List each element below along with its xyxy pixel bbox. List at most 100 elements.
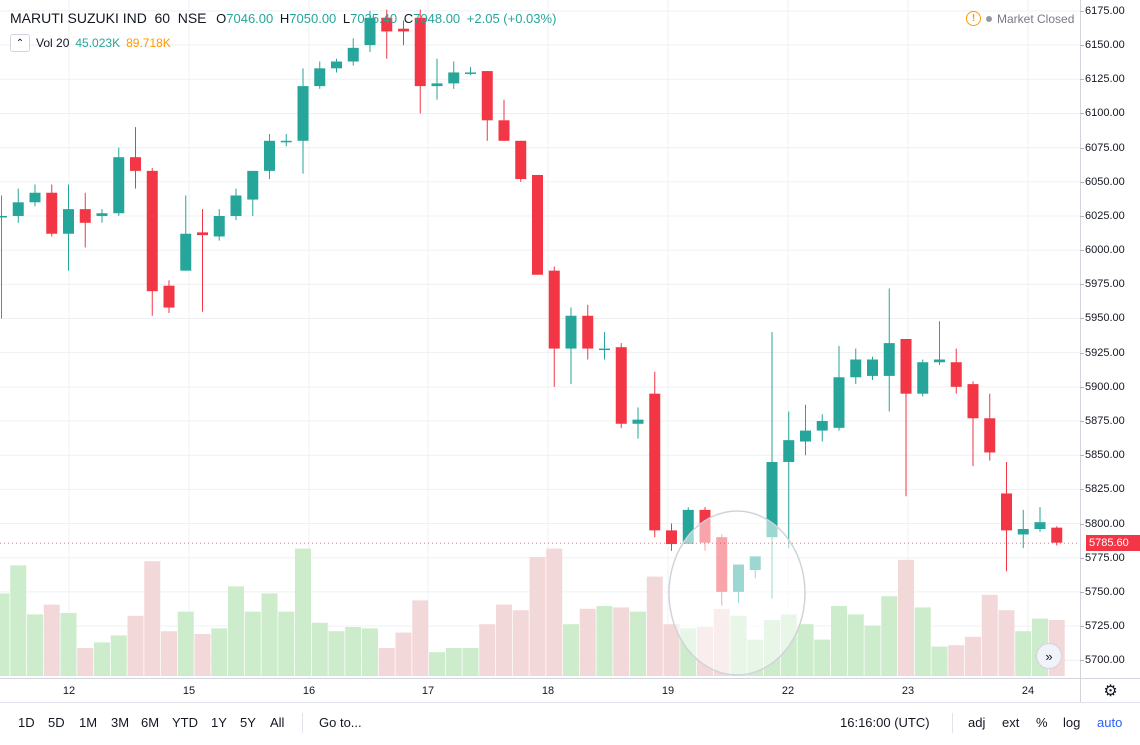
- candle-body[interactable]: [465, 72, 476, 74]
- candle-body[interactable]: [414, 17, 426, 87]
- candle-body[interactable]: [1001, 493, 1012, 531]
- candle-body[interactable]: [850, 359, 862, 378]
- candle-body[interactable]: [264, 140, 275, 171]
- volume-bar: [228, 586, 244, 676]
- candle-body[interactable]: [582, 315, 594, 349]
- candle-body[interactable]: [331, 61, 342, 69]
- market-status[interactable]: ! Market Closed: [966, 11, 1074, 26]
- candle-body[interactable]: [816, 421, 828, 431]
- candle-body[interactable]: [398, 28, 409, 32]
- candle-body[interactable]: [950, 362, 962, 387]
- time-tick-label: 24: [1021, 685, 1035, 697]
- range-3m-button[interactable]: 3M: [111, 715, 130, 730]
- time-scale[interactable]: 12 15 16 17 18 19 22 23 24: [0, 678, 1080, 702]
- candle-body[interactable]: [783, 440, 795, 463]
- candle-body[interactable]: [247, 170, 259, 200]
- range-ytd-button[interactable]: YTD: [172, 715, 198, 730]
- candle-body[interactable]: [833, 377, 845, 428]
- candle-body[interactable]: [565, 315, 577, 349]
- price-scale[interactable]: 6175.00 6150.00 6125.00 6100.00 6075.00 6050.…: [1080, 0, 1140, 678]
- chart-pane[interactable]: MARUTI SUZUKI IND 60 NSE O7046.00 H7050.…: [0, 0, 1080, 678]
- candle-body[interactable]: [79, 209, 91, 223]
- clock-display[interactable]: 16:16:00 (UTC): [840, 715, 930, 730]
- candle-body[interactable]: [297, 86, 309, 141]
- candle-body[interactable]: [917, 362, 929, 394]
- range-5d-button[interactable]: 5D: [48, 715, 65, 730]
- candle-body[interactable]: [314, 68, 326, 87]
- price-chart[interactable]: [0, 0, 1080, 678]
- auto-scale-toggle[interactable]: auto: [1097, 715, 1123, 730]
- candle-body[interactable]: [46, 192, 58, 234]
- candle-body[interactable]: [163, 285, 175, 308]
- candle-body[interactable]: [900, 339, 912, 394]
- candle-body[interactable]: [548, 270, 560, 349]
- range-5y-button[interactable]: 5Y: [240, 715, 256, 730]
- candle-body[interactable]: [1051, 527, 1063, 543]
- chart-settings-button[interactable]: ⚙: [1080, 678, 1140, 702]
- candle-body[interactable]: [934, 359, 945, 363]
- candle-body[interactable]: [280, 140, 292, 143]
- candle-body[interactable]: [1034, 522, 1046, 530]
- volume-bar: [898, 559, 914, 676]
- candle-body[interactable]: [96, 213, 108, 216]
- scroll-to-realtime-button[interactable]: »: [1036, 643, 1062, 669]
- candle-body[interactable]: [498, 120, 510, 141]
- candle-body[interactable]: [113, 157, 125, 214]
- highlight-ellipse-drawing[interactable]: [668, 510, 806, 676]
- candle-body[interactable]: [230, 195, 242, 216]
- candle-body[interactable]: [967, 384, 979, 419]
- volume-bar: [981, 594, 998, 676]
- candle-body[interactable]: [632, 419, 644, 424]
- range-1d-button[interactable]: 1D: [18, 715, 35, 730]
- candle-body[interactable]: [0, 215, 7, 218]
- range-1y-button[interactable]: 1Y: [211, 715, 227, 730]
- candle-body[interactable]: [213, 215, 225, 237]
- candle-body[interactable]: [381, 17, 393, 32]
- candle-body[interactable]: [130, 157, 141, 171]
- candle-body[interactable]: [29, 192, 41, 203]
- range-6m-button[interactable]: 6M: [141, 715, 160, 730]
- volume-bar: [646, 576, 663, 676]
- candle-body[interactable]: [448, 72, 460, 84]
- candle-body[interactable]: [180, 233, 192, 271]
- candle-body[interactable]: [599, 348, 610, 351]
- go-to-date-button[interactable]: Go to...: [319, 715, 362, 730]
- percent-scale-toggle[interactable]: %: [1036, 715, 1048, 730]
- price-tick-label: 5700.00: [1080, 654, 1125, 667]
- candle-body[interactable]: [515, 140, 527, 180]
- volume-bar: [563, 624, 579, 676]
- candle-body[interactable]: [666, 530, 677, 545]
- log-scale-toggle[interactable]: log: [1063, 715, 1081, 730]
- candle-body[interactable]: [984, 418, 996, 453]
- candle-body[interactable]: [1017, 529, 1029, 535]
- candle-body[interactable]: [481, 71, 493, 121]
- symbol-name[interactable]: MARUTI SUZUKI IND: [10, 10, 147, 26]
- candle-body[interactable]: [197, 232, 208, 236]
- candle-body[interactable]: [883, 343, 895, 376]
- candle-body[interactable]: [649, 393, 661, 531]
- extended-hours-toggle[interactable]: ext: [1002, 715, 1020, 730]
- candle-body[interactable]: [364, 17, 376, 46]
- candle-body[interactable]: [800, 430, 811, 442]
- close-label: C: [403, 11, 414, 26]
- candle-body[interactable]: [146, 170, 158, 292]
- candle-body[interactable]: [682, 509, 694, 545]
- volume-bar: [94, 642, 110, 676]
- candle-body[interactable]: [347, 47, 359, 62]
- price-tick-label: 6125.00: [1080, 73, 1125, 86]
- adjust-toggle[interactable]: adj: [968, 715, 986, 730]
- range-all-button[interactable]: All: [270, 715, 285, 730]
- volume-bar: [630, 611, 646, 676]
- candle-body[interactable]: [766, 462, 778, 538]
- candle-body[interactable]: [532, 174, 543, 275]
- candle-body[interactable]: [867, 359, 878, 376]
- collapse-legend-button[interactable]: ⌃: [10, 34, 30, 52]
- volume-label[interactable]: Vol 20: [36, 36, 70, 50]
- low-value: 7035.40: [350, 11, 398, 26]
- candle-body[interactable]: [12, 202, 24, 216]
- candle-body[interactable]: [431, 83, 443, 87]
- interval-label[interactable]: 60: [154, 10, 171, 26]
- range-1m-button[interactable]: 1M: [79, 715, 98, 730]
- candle-body[interactable]: [615, 347, 627, 424]
- candle-body[interactable]: [63, 209, 74, 234]
